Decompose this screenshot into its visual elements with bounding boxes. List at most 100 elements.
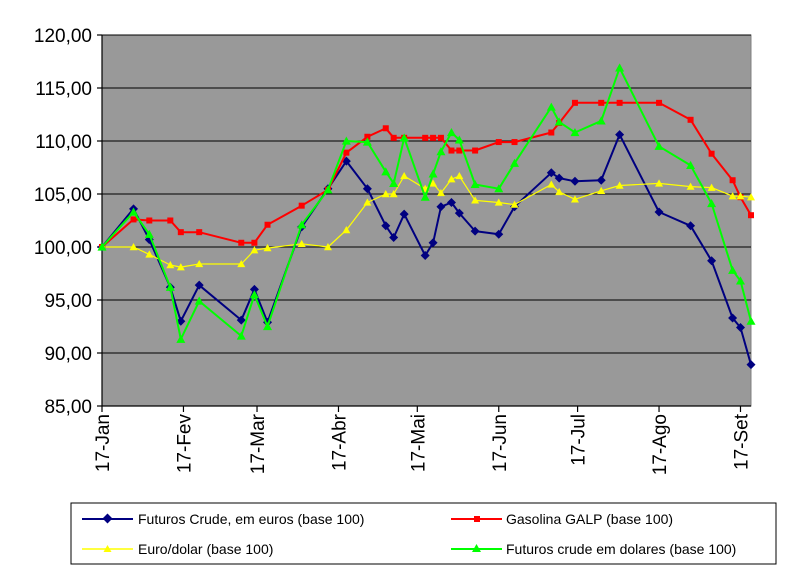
data-point-2-8 xyxy=(263,244,272,252)
data-point-1-6 xyxy=(238,239,245,246)
data-point-1-32 xyxy=(729,177,736,184)
data-point-2-14 xyxy=(389,190,398,198)
data-point-0-33 xyxy=(735,323,745,333)
x-tick-label-6: 17-Jul xyxy=(569,414,590,466)
data-point-0-27 xyxy=(596,175,606,185)
data-point-2-34 xyxy=(747,193,755,201)
data-point-2-9 xyxy=(297,239,306,248)
data-point-3-29 xyxy=(654,141,664,150)
data-point-1-8 xyxy=(264,221,271,228)
gridlines xyxy=(102,34,751,354)
data-point-3-13 xyxy=(381,167,391,176)
series-2 xyxy=(98,171,755,271)
data-point-3-24 xyxy=(546,102,556,111)
x-tick-label-4: 17-Mai xyxy=(408,414,429,472)
data-point-2-22 xyxy=(494,198,503,206)
data-point-1-21 xyxy=(472,147,479,154)
data-point-0-26 xyxy=(570,176,580,186)
data-point-2-12 xyxy=(363,198,372,206)
data-point-2-7 xyxy=(250,246,259,254)
data-point-2-15 xyxy=(400,171,409,180)
y-tick-label-2: 95,00 xyxy=(44,291,92,312)
legend-item-1: Gasolina GALP (base 100) xyxy=(451,511,673,527)
data-point-1-2 xyxy=(146,217,153,224)
data-point-1-26 xyxy=(571,99,578,106)
data-point-2-23 xyxy=(510,200,519,208)
data-point-3-4 xyxy=(176,334,186,343)
plot-area xyxy=(101,34,752,407)
data-point-0-31 xyxy=(707,256,717,266)
data-point-0-17 xyxy=(428,238,438,248)
data-point-2-10 xyxy=(323,243,332,251)
legend-label-1: Gasolina GALP (base 100) xyxy=(506,511,673,527)
x-tick-label-5: 17-Jun xyxy=(490,414,511,472)
data-point-2-1 xyxy=(129,243,138,251)
data-point-2-26 xyxy=(570,195,579,203)
data-point-3-34 xyxy=(746,316,756,325)
data-point-3-0 xyxy=(97,242,107,251)
y-tick-label-0: 85,00 xyxy=(44,397,92,418)
data-point-3-28 xyxy=(615,63,625,72)
data-point-3-21 xyxy=(470,179,480,189)
data-point-2-21 xyxy=(471,196,480,204)
y-tick-label-7: 120,00 xyxy=(34,26,92,47)
legend-swatch-marker-0 xyxy=(102,513,113,524)
data-point-2-31 xyxy=(707,183,716,191)
data-point-1-14 xyxy=(390,134,397,141)
data-point-3-8 xyxy=(263,322,273,331)
data-point-1-4 xyxy=(177,229,184,236)
data-point-0-5 xyxy=(194,280,204,290)
data-point-3-32 xyxy=(728,265,738,274)
data-point-2-13 xyxy=(381,190,390,198)
data-point-0-22 xyxy=(494,229,504,239)
x-axis-ticks: 17-Jan 17-Fev 17-Mar 17-Abr 17-Mai 17-Jun 17-J… xyxy=(93,406,752,475)
data-point-2-24 xyxy=(547,180,556,188)
data-point-2-5 xyxy=(195,259,204,268)
x-tick-label-0: 17-Jan xyxy=(93,414,114,472)
x-tick-label-8: 17-Set xyxy=(731,413,752,470)
data-point-0-32 xyxy=(728,313,738,323)
data-point-3-15 xyxy=(399,133,409,142)
y-tick-label-4: 105,00 xyxy=(34,185,92,206)
data-point-3-10 xyxy=(323,185,333,194)
data-point-1-12 xyxy=(364,133,371,140)
legend-box xyxy=(70,502,777,565)
data-point-1-13 xyxy=(382,125,389,132)
data-point-3-23 xyxy=(510,158,520,167)
data-point-1-22 xyxy=(495,139,502,146)
data-point-3-12 xyxy=(362,137,372,146)
data-point-2-11 xyxy=(342,226,351,234)
legend-swatch-marker-3 xyxy=(472,544,481,552)
data-point-1-16 xyxy=(422,134,429,141)
legend-item-0: Futuros Crude, em euros (base 100) xyxy=(82,511,364,527)
data-point-3-33 xyxy=(735,276,745,285)
axes xyxy=(101,35,751,407)
x-tick-label-2: 17-Mar xyxy=(248,413,269,474)
data-point-1-5 xyxy=(196,229,203,236)
data-point-2-33 xyxy=(736,192,745,200)
data-point-3-25 xyxy=(554,117,564,126)
series-1 xyxy=(99,99,754,250)
y-axis-ticks: 85,00 90,00 95,00 100,00 105,00 110,00 115,00 1… xyxy=(34,26,102,418)
data-point-3-3 xyxy=(165,282,175,291)
data-point-0-7 xyxy=(249,284,259,294)
data-point-0-24 xyxy=(546,168,556,178)
data-point-0-28 xyxy=(615,130,625,140)
data-point-3-17 xyxy=(428,169,438,178)
data-point-2-32 xyxy=(728,192,737,200)
data-point-3-30 xyxy=(686,160,696,169)
data-point-2-18 xyxy=(436,188,445,197)
data-point-1-9 xyxy=(298,202,305,209)
data-point-0-6 xyxy=(236,315,246,325)
data-point-0-13 xyxy=(381,221,391,231)
data-point-1-29 xyxy=(656,99,663,106)
data-point-3-18 xyxy=(436,147,446,156)
data-point-1-20 xyxy=(456,147,463,154)
data-point-0-25 xyxy=(554,173,564,183)
data-point-0-15 xyxy=(399,209,409,219)
data-point-1-7 xyxy=(251,239,258,246)
legend: Futuros Crude, em euros (base 100) Gasol… xyxy=(70,502,777,565)
data-point-2-17 xyxy=(429,179,438,187)
legend-item-2: Euro/dolar (base 100) xyxy=(82,541,273,557)
